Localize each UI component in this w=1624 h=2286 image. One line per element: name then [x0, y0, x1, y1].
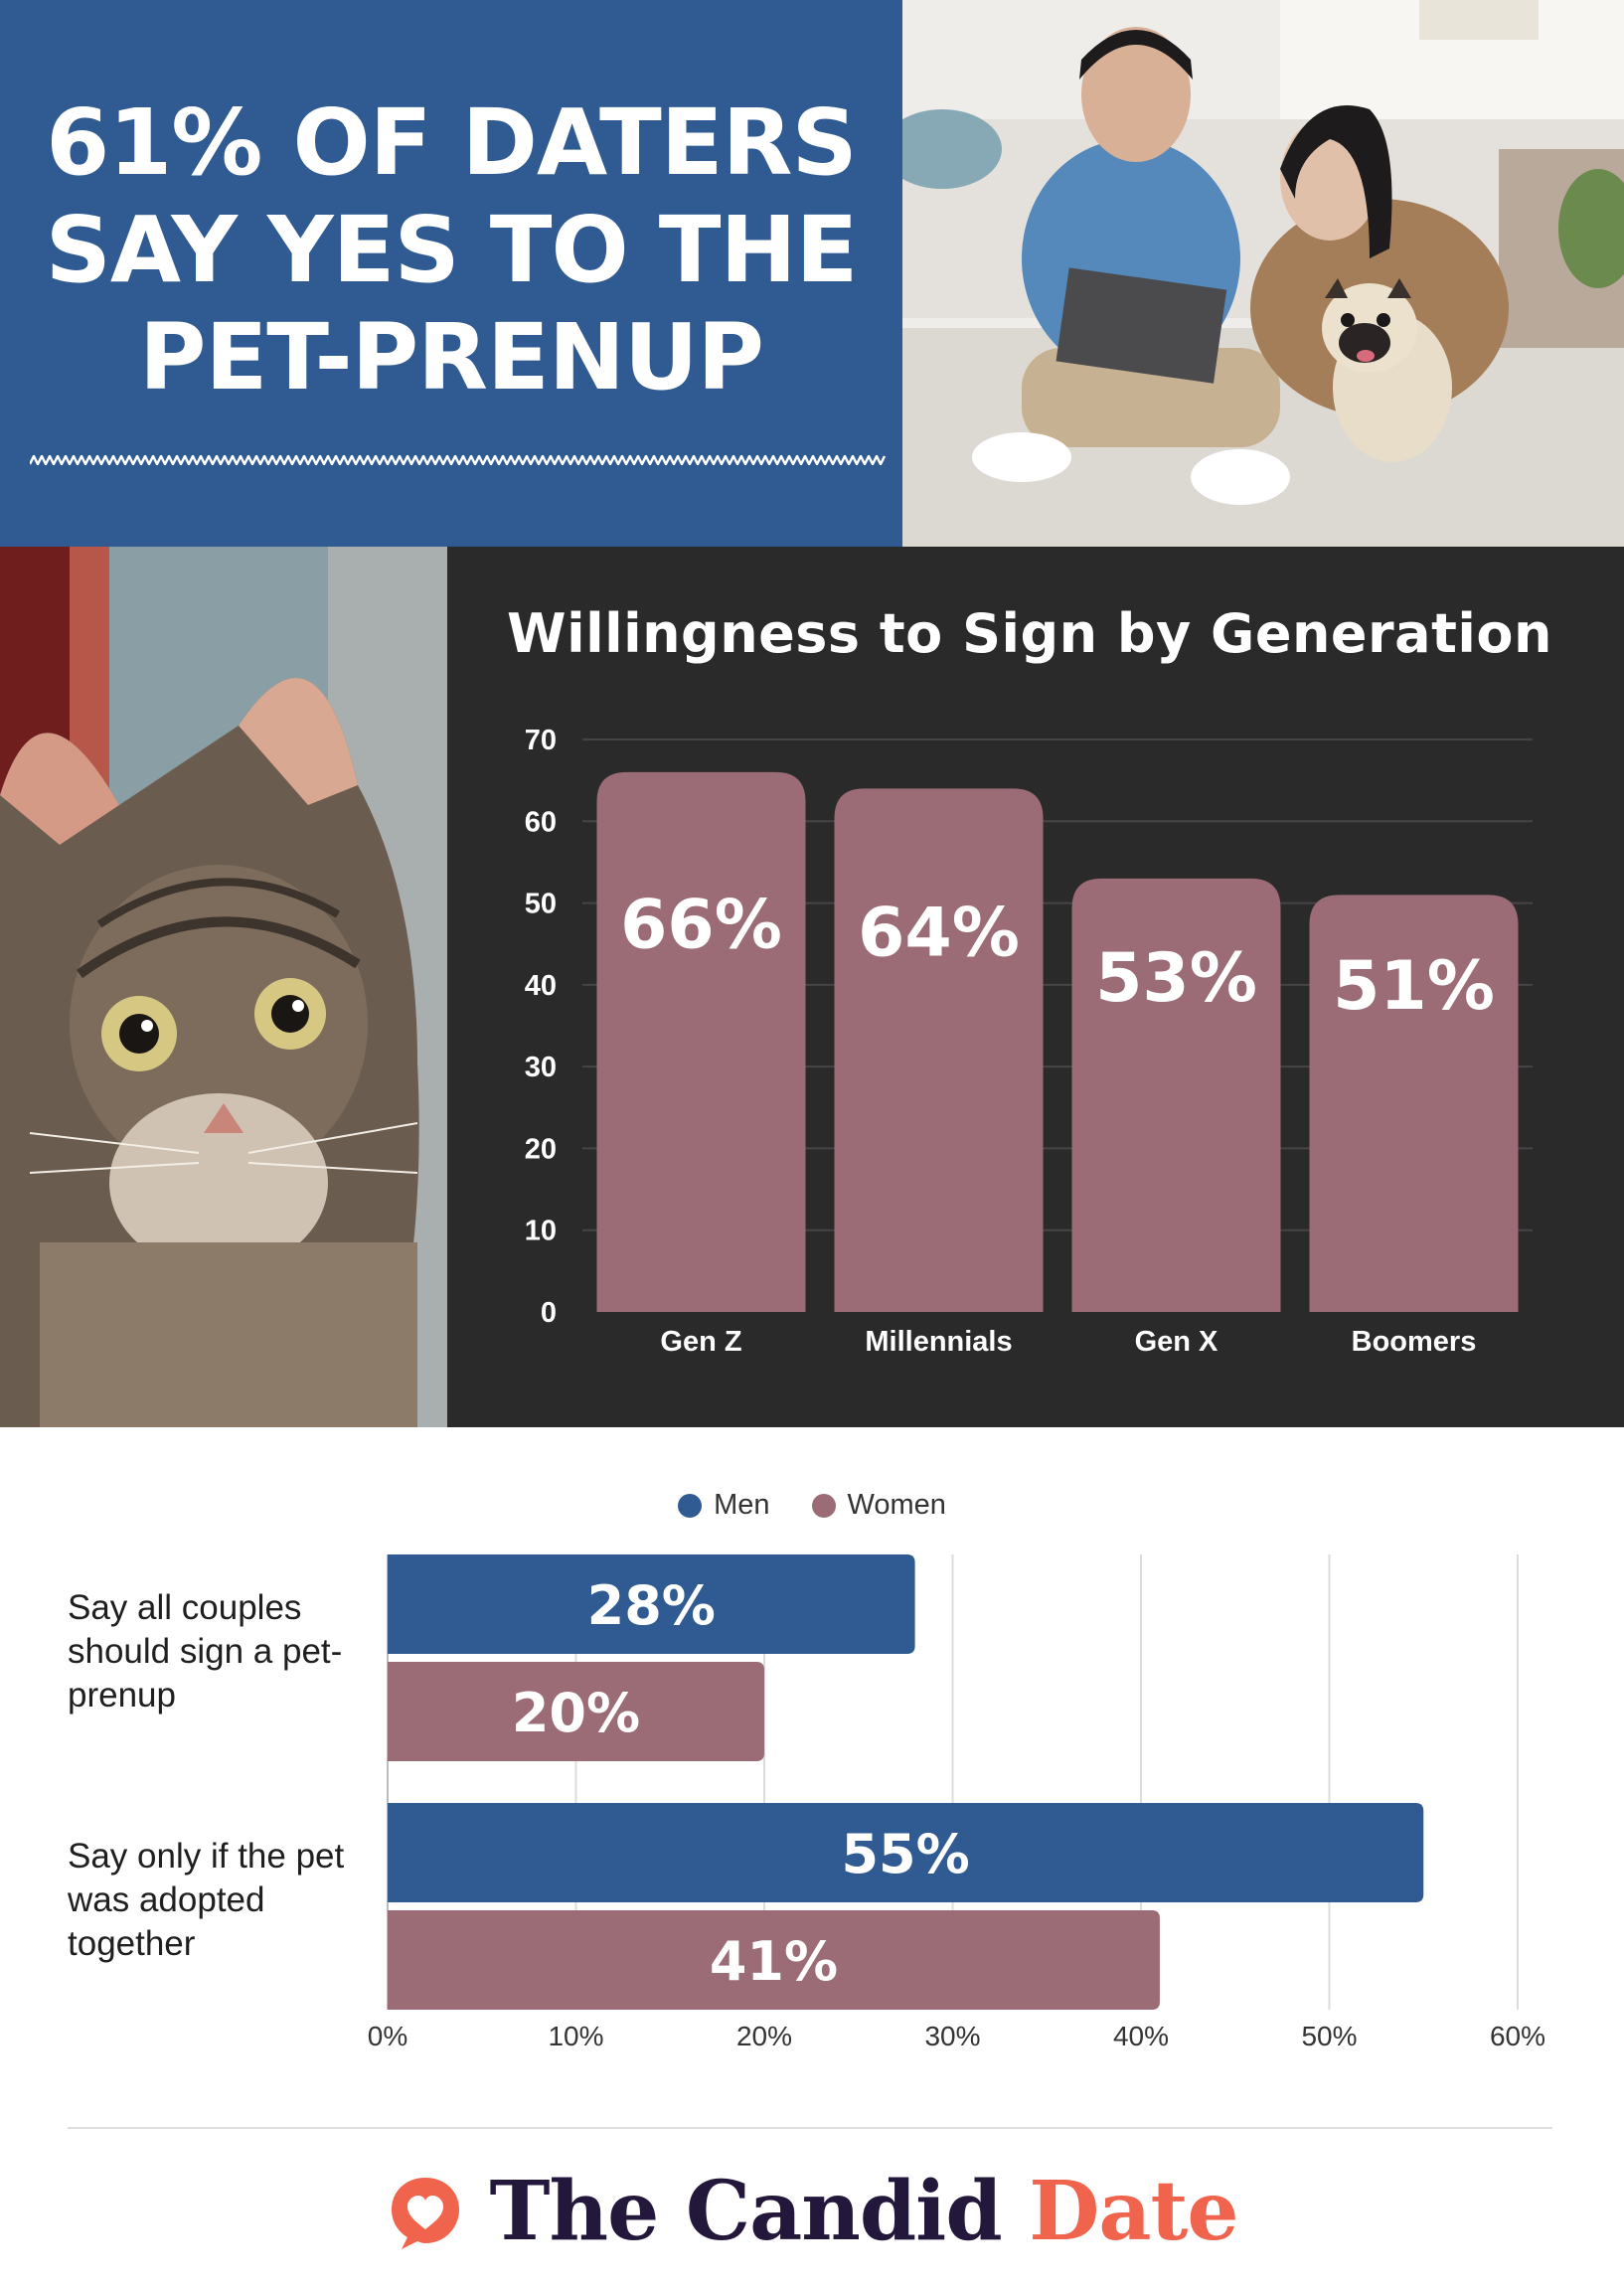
legend-swatch-men	[678, 1493, 703, 1518]
zigzag-divider	[30, 455, 887, 465]
headline-line: PET-PRENUP	[139, 304, 764, 410]
bar	[388, 1554, 915, 1654]
x-tick-label: 50%	[1301, 2021, 1357, 2051]
cat-illustration	[0, 547, 447, 1427]
brand-logo: The Candid Date	[0, 2157, 1624, 2266]
bar	[1071, 878, 1281, 1312]
chart-title: Willingness to Sign by Generation	[507, 602, 1552, 665]
legend-item-women: Women	[811, 1489, 946, 1522]
category-label: Say only if the pet was adopted together	[68, 1837, 345, 1963]
bar-value-label: 64%	[858, 895, 1020, 973]
header-panel: 61% OF DATERS SAY YES TO THE PET-PRENUP	[0, 0, 902, 547]
couple-photo	[902, 0, 1624, 547]
legend-label-men: Men	[714, 1489, 770, 1521]
x-tick-label: 10%	[548, 2021, 603, 2051]
category-label: Say all couples should sign a pet-prenup	[68, 1588, 343, 1714]
brand-name: The Candid Date	[489, 2164, 1238, 2259]
x-tick-label: Millennials	[865, 1326, 1012, 1358]
bar-value-label: 28%	[587, 1574, 716, 1637]
legend-label-women: Women	[847, 1489, 946, 1521]
x-tick-label: Boomers	[1352, 1326, 1477, 1358]
bar	[388, 1910, 1160, 2010]
y-tick-label: 20	[525, 1133, 557, 1165]
generation-chart-panel: Willingness to Sign by Generation 0 10 20 3…	[447, 547, 1624, 1427]
legend-swatch-women	[811, 1493, 836, 1518]
chart-legend: Men Women	[0, 1489, 1624, 1522]
x-tick-label: Gen Z	[660, 1326, 741, 1358]
cat-photo	[0, 547, 447, 1427]
x-tick-label: 60%	[1490, 2021, 1545, 2051]
y-tick-label: 50	[525, 889, 557, 920]
gender-bar-chart: 0% 10% 20% 30% 40% 50% 60% 28% 20% 55%41%	[368, 1554, 1545, 2051]
y-tick-label: 40	[525, 970, 557, 1002]
y-tick-label: 70	[525, 725, 557, 756]
bar	[596, 771, 806, 1312]
x-tick-label: 40%	[1113, 2021, 1169, 2051]
bar	[834, 788, 1044, 1312]
bar	[388, 1803, 1424, 1902]
y-tick-label: 10	[525, 1216, 557, 1247]
generation-bar-chart: 0 10 20 30 40 50 60 70 66% Gen Z 64% Millennials 53%…	[525, 725, 1533, 1358]
bar-value-label: 41%	[710, 1930, 838, 1993]
headline-line: SAY YES TO THE	[45, 197, 859, 303]
brand-name-accent: Date	[1029, 2164, 1238, 2259]
bar-value-label: 53%	[1095, 939, 1257, 1018]
bar	[388, 1662, 764, 1761]
y-tick-label: 30	[525, 1052, 557, 1083]
x-tick-label: 20%	[736, 2021, 792, 2051]
y-tick-label: 0	[541, 1297, 557, 1329]
bar-value-label: 55%	[841, 1823, 969, 1885]
x-tick-label: 30%	[924, 2021, 980, 2051]
headline-line: 61% OF DATERS	[46, 89, 857, 196]
bar	[1309, 895, 1519, 1312]
footer-divider	[68, 2127, 1552, 2129]
bar-value-label: 51%	[1333, 947, 1495, 1026]
couple-illustration	[902, 0, 1624, 547]
x-tick-label: Gen X	[1135, 1326, 1218, 1358]
gender-chart-section: Men Women 0% 10% 20% 30% 40% 50% 60% 28% 20% 55% 4…	[0, 1427, 1624, 2143]
headline: 61% OF DATERS SAY YES TO THE PET-PRENUP	[20, 89, 883, 411]
brand-name-main: The Candid	[489, 2164, 1030, 2259]
heart-chat-bubble-icon	[392, 2178, 460, 2249]
bar-value-label: 66%	[620, 886, 782, 964]
legend-item-men: Men	[678, 1489, 770, 1522]
bar-value-label: 20%	[512, 1682, 640, 1744]
y-tick-label: 60	[525, 806, 557, 838]
x-tick-label: 0%	[368, 2021, 407, 2051]
